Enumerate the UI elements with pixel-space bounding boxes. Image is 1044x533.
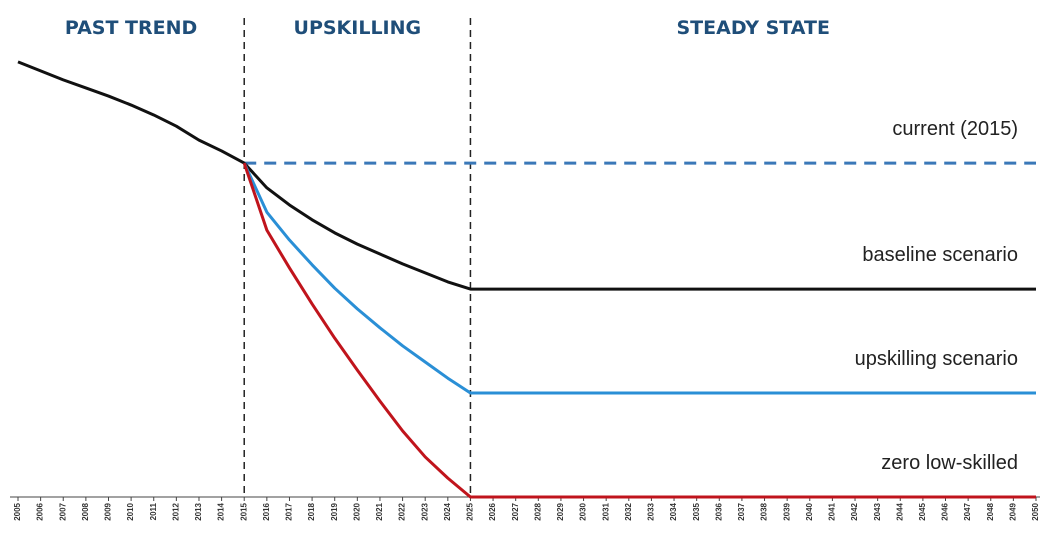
x-tick-label: 2011 xyxy=(149,502,158,520)
x-tick-label: 2024 xyxy=(443,502,452,520)
series-label: upskilling scenario xyxy=(855,348,1018,370)
x-tick-label: 2023 xyxy=(420,502,429,520)
x-tick-label: 2018 xyxy=(307,502,316,520)
x-tick-label: 2019 xyxy=(330,502,339,520)
x-tick-label: 2034 xyxy=(669,502,678,520)
x-tick-label: 2012 xyxy=(171,502,180,520)
x-tick-label: 2039 xyxy=(782,502,791,520)
x-tick-label: 2028 xyxy=(533,502,542,520)
x-tick-label: 2010 xyxy=(126,502,135,520)
x-tick-label: 2047 xyxy=(963,502,972,520)
x-tick-label: 2022 xyxy=(398,502,407,520)
x-tick-label: 2042 xyxy=(850,502,859,520)
phase-title: STEADY STATE xyxy=(677,17,830,39)
x-tick-label: 2040 xyxy=(805,502,814,520)
x-tick-label: 2046 xyxy=(941,502,950,520)
x-tick-label: 2017 xyxy=(285,502,294,520)
x-tick-label: 2049 xyxy=(1008,502,1017,520)
series-line xyxy=(242,162,1036,499)
x-tick-label: 2005 xyxy=(13,502,22,520)
x-tick-label: 2048 xyxy=(986,502,995,520)
x-tick-label: 2007 xyxy=(58,502,67,520)
x-tick-label: 2009 xyxy=(104,502,113,520)
x-tick-label: 2035 xyxy=(692,502,701,520)
x-tick-label: 2030 xyxy=(579,502,588,520)
x-tick-label: 2044 xyxy=(895,502,904,520)
x-tick-label: 2008 xyxy=(81,502,90,520)
x-tick-label: 2029 xyxy=(556,502,565,520)
x-tick-label: 2025 xyxy=(466,502,475,520)
phase-title: PAST TREND xyxy=(65,17,197,39)
x-tick-label: 2020 xyxy=(352,502,361,520)
series-label: baseline scenario xyxy=(862,244,1018,266)
x-tick-label: 2027 xyxy=(511,502,520,520)
x-tick-label: 2038 xyxy=(760,502,769,520)
series-line xyxy=(17,60,1036,291)
x-tick-label: 2026 xyxy=(488,502,497,520)
x-tick-label: 2021 xyxy=(375,502,384,520)
x-tick-label: 2037 xyxy=(737,502,746,520)
series-line xyxy=(242,162,1036,395)
x-tick-label: 2031 xyxy=(601,502,610,520)
series-label: current (2015) xyxy=(892,118,1018,140)
x-tick-label: 2041 xyxy=(828,502,837,520)
x-tick-label: 2045 xyxy=(918,502,927,520)
x-tick-label: 2032 xyxy=(624,502,633,520)
x-tick-label: 2006 xyxy=(36,502,45,520)
series-label: zero low-skilled xyxy=(881,452,1018,474)
x-tick-label: 2015 xyxy=(239,502,248,520)
x-tick-label: 2043 xyxy=(873,502,882,520)
x-tick-label: 2013 xyxy=(194,502,203,520)
x-tick-label: 2050 xyxy=(1031,502,1040,520)
x-tick-label: 2016 xyxy=(262,502,271,520)
x-tick-label: 2036 xyxy=(714,502,723,520)
x-tick-label: 2014 xyxy=(217,502,226,520)
phase-title: UPSKILLING xyxy=(294,17,422,39)
x-tick-label: 2033 xyxy=(647,502,656,520)
